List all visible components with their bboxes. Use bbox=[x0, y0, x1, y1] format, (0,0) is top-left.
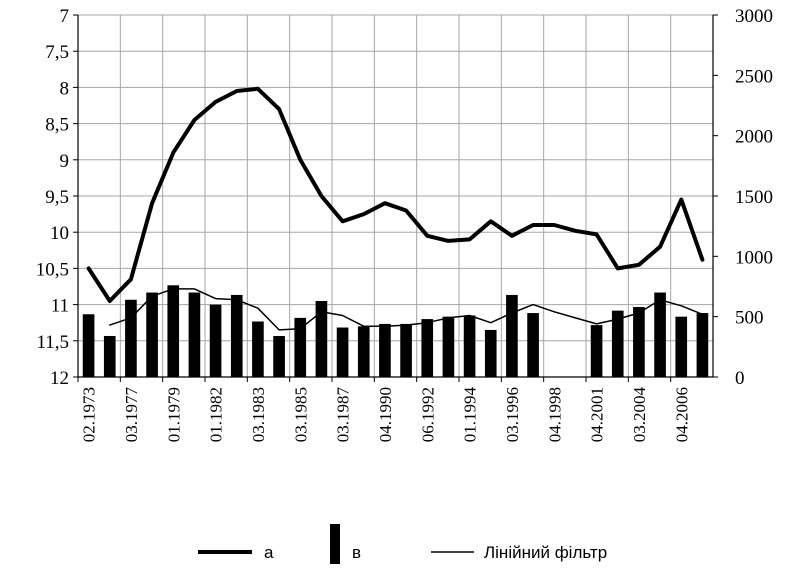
series-line-a bbox=[86, 86, 705, 303]
bar bbox=[484, 329, 497, 377]
right-tick-label: 500 bbox=[735, 308, 764, 329]
right-tick-label: 0 bbox=[735, 368, 745, 389]
bar bbox=[379, 323, 391, 377]
x-tick-label: 03.1996 bbox=[503, 387, 522, 442]
axes bbox=[73, 14, 718, 382]
bar bbox=[294, 317, 307, 377]
x-tick-label: 04.1998 bbox=[545, 387, 564, 442]
right-tick-label: 2500 bbox=[735, 66, 773, 87]
x-tick-label: 04.1990 bbox=[376, 387, 395, 442]
bar bbox=[82, 314, 95, 377]
bar bbox=[315, 300, 328, 377]
line-series bbox=[86, 86, 705, 331]
bar bbox=[590, 325, 603, 377]
bar bbox=[442, 316, 455, 377]
right-axis-ticks: 0 500 1000 1500 2000 2500 3000 bbox=[735, 6, 773, 389]
left-tick-label: 7,5 bbox=[45, 42, 69, 63]
bar bbox=[357, 326, 370, 377]
series-line-filter bbox=[109, 288, 704, 331]
bar bbox=[103, 335, 116, 377]
x-tick-label: 03.2004 bbox=[630, 387, 649, 443]
left-axis-ticks: 7 7,5 8 8,5 9 9,5 10 10,5 11 11,5 12 bbox=[36, 6, 69, 389]
bar bbox=[527, 313, 539, 377]
left-tick-label: 7 bbox=[60, 6, 70, 27]
x-tick-label: 01.1979 bbox=[164, 387, 183, 442]
x-tick-label: 03.1987 bbox=[334, 387, 353, 443]
bar bbox=[421, 319, 434, 377]
left-tick-label: 11 bbox=[51, 296, 69, 317]
x-tick-label: 01.1982 bbox=[207, 387, 226, 442]
x-tick-label: 06.1992 bbox=[418, 387, 437, 442]
right-tick-label: 1500 bbox=[735, 187, 773, 208]
bar bbox=[273, 335, 285, 377]
left-tick-label: 9,5 bbox=[45, 187, 69, 208]
legend: а в Лінійний фільтр bbox=[198, 524, 607, 564]
x-axis-ticks: 02.1973 03.1977 01.1979 01.1982 03.1983 03.19… bbox=[80, 387, 692, 443]
right-tick-label: 1000 bbox=[735, 247, 773, 268]
bar bbox=[506, 294, 518, 377]
legend-swatch-b bbox=[330, 524, 340, 564]
bar bbox=[188, 292, 201, 377]
bar bbox=[696, 313, 709, 377]
left-tick-label: 10,5 bbox=[36, 259, 69, 280]
bar bbox=[167, 285, 180, 377]
bar bbox=[400, 323, 412, 377]
bar-series bbox=[82, 285, 709, 377]
bar bbox=[654, 292, 666, 377]
x-tick-label: 02.1973 bbox=[80, 387, 99, 442]
x-tick-label: 04.2001 bbox=[588, 387, 607, 442]
bar bbox=[463, 315, 476, 377]
right-tick-label: 3000 bbox=[735, 6, 773, 27]
left-tick-label: 8 bbox=[60, 78, 70, 99]
left-tick-label: 8,5 bbox=[45, 115, 69, 136]
x-tick-label: 03.1985 bbox=[291, 387, 310, 442]
bar bbox=[611, 310, 624, 377]
bar bbox=[146, 292, 158, 377]
bar bbox=[252, 321, 264, 377]
bar bbox=[230, 294, 243, 377]
bar bbox=[336, 327, 349, 377]
right-tick-label: 2000 bbox=[735, 127, 773, 148]
legend-label-filter: Лінійний фільтр bbox=[484, 543, 607, 562]
left-tick-label: 11,5 bbox=[36, 332, 69, 353]
legend-label-b: в bbox=[352, 543, 361, 562]
bar bbox=[125, 299, 137, 377]
left-tick-label: 12 bbox=[50, 368, 69, 389]
legend-label-a: а bbox=[264, 543, 274, 562]
x-tick-label: 03.1983 bbox=[249, 387, 268, 442]
left-tick-label: 9 bbox=[60, 151, 70, 172]
bar bbox=[633, 307, 645, 377]
x-tick-label: 01.1994 bbox=[461, 387, 480, 443]
x-tick-label: 04.2006 bbox=[672, 387, 691, 442]
bar bbox=[675, 316, 688, 377]
bar bbox=[209, 304, 222, 377]
x-tick-label: 03.1977 bbox=[122, 387, 141, 443]
left-tick-label: 10 bbox=[50, 223, 69, 244]
